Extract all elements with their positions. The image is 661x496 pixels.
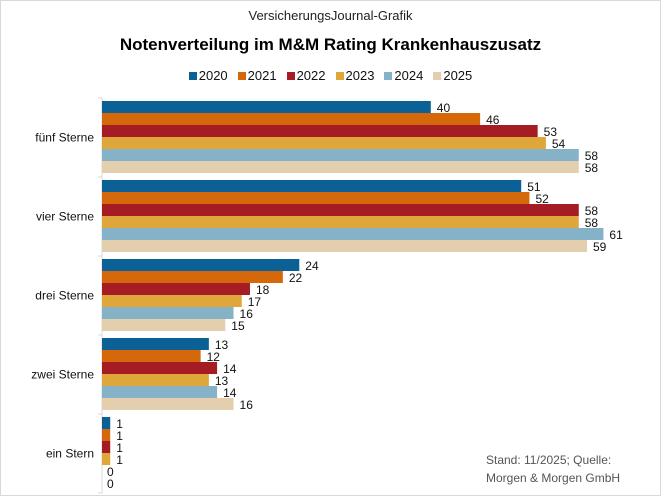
data-label: 1 bbox=[116, 417, 123, 431]
bar-2021 bbox=[102, 113, 481, 125]
bar-2023 bbox=[102, 137, 546, 149]
bar-2021 bbox=[102, 429, 111, 441]
bar-2022 bbox=[102, 283, 250, 295]
bar-2020 bbox=[102, 259, 300, 271]
bar-2020 bbox=[102, 417, 111, 429]
legend-item-2024: 2024 bbox=[384, 68, 423, 83]
bar-2024 bbox=[102, 307, 234, 319]
bar-2021 bbox=[102, 350, 201, 362]
legend-swatch bbox=[188, 71, 197, 80]
source-note-line2: Morgen & Morgen GmbH bbox=[486, 471, 621, 485]
bar-2023 bbox=[102, 216, 579, 228]
data-label: 51 bbox=[527, 180, 541, 194]
category-label: ein Stern bbox=[46, 447, 94, 461]
bar-2022 bbox=[102, 204, 579, 216]
bar-2023 bbox=[102, 374, 209, 386]
data-label: 14 bbox=[223, 386, 237, 400]
legend-item-2023: 2023 bbox=[335, 68, 375, 83]
bar-2020 bbox=[102, 180, 522, 192]
data-label: 61 bbox=[609, 228, 623, 242]
legend-label: 2025 bbox=[443, 68, 473, 83]
legend-swatch bbox=[433, 71, 442, 80]
data-label: 59 bbox=[593, 240, 607, 254]
data-label: 14 bbox=[223, 362, 237, 376]
data-label: 15 bbox=[231, 319, 245, 333]
data-label: 1 bbox=[116, 453, 123, 467]
bar-2025 bbox=[102, 398, 234, 410]
category-label: drei Sterne bbox=[35, 289, 94, 303]
source-note-line1: Stand: 11/2025; Quelle: bbox=[486, 453, 612, 467]
bar-2025 bbox=[102, 240, 587, 252]
bar-2025 bbox=[102, 319, 226, 331]
category-label: fünf Sterne bbox=[35, 131, 94, 145]
source-note: Stand: 11/2025; Quelle: Morgen & Morgen … bbox=[486, 451, 620, 487]
legend-swatch bbox=[335, 71, 344, 80]
legend-item-2025: 2025 bbox=[433, 68, 472, 83]
chart-supertitle: VersicherungsJournal-Grafik bbox=[248, 8, 413, 23]
data-label: 16 bbox=[240, 307, 254, 321]
legend-label: 2020 bbox=[198, 68, 228, 83]
data-label: 16 bbox=[240, 398, 254, 412]
data-label: 24 bbox=[305, 259, 319, 273]
bar-2022 bbox=[102, 125, 538, 137]
bar-2020 bbox=[102, 101, 431, 113]
bar-2020 bbox=[102, 338, 209, 350]
data-label: 0 bbox=[107, 465, 114, 479]
legend-item-2020: 2020 bbox=[188, 68, 228, 83]
bar-2024 bbox=[102, 228, 604, 240]
legend-item-2022: 2022 bbox=[286, 68, 326, 83]
legend-swatch bbox=[237, 71, 246, 80]
data-label: 13 bbox=[215, 374, 229, 388]
data-label: 1 bbox=[116, 429, 123, 443]
legend-swatch bbox=[384, 71, 393, 80]
category-label: zwei Sterne bbox=[31, 368, 94, 382]
legend-item-2021: 2021 bbox=[237, 68, 277, 83]
legend-label: 2021 bbox=[247, 68, 277, 83]
data-label: 58 bbox=[585, 204, 599, 218]
bar-2023 bbox=[102, 295, 242, 307]
chart-title: Notenverteilung im M&M Rating Krankenhau… bbox=[119, 35, 542, 54]
legend-label: 2023 bbox=[345, 68, 375, 83]
data-label: 54 bbox=[552, 137, 566, 151]
bar-2021 bbox=[102, 192, 530, 204]
data-label: 12 bbox=[207, 350, 221, 364]
data-label: 40 bbox=[437, 101, 451, 115]
data-label: 17 bbox=[248, 295, 262, 309]
data-label: 53 bbox=[544, 125, 558, 139]
legend: 2020 2021 2022 2023 2024 2025 bbox=[0, 68, 661, 83]
data-label: 13 bbox=[215, 338, 229, 352]
data-label: 1 bbox=[116, 441, 123, 455]
legend-label: 2022 bbox=[296, 68, 326, 83]
data-label: 18 bbox=[256, 283, 270, 297]
bar-2023 bbox=[102, 453, 111, 465]
data-label: 0 bbox=[107, 477, 114, 491]
bar-2025 bbox=[102, 161, 579, 173]
bar-2024 bbox=[102, 386, 218, 398]
data-label: 58 bbox=[585, 149, 599, 163]
category-label: vier Sterne bbox=[36, 210, 94, 224]
data-label: 46 bbox=[486, 113, 500, 127]
data-label: 58 bbox=[585, 216, 599, 230]
bar-2024 bbox=[102, 149, 579, 161]
legend-label: 2024 bbox=[394, 68, 424, 83]
bar-2021 bbox=[102, 271, 283, 283]
data-label: 22 bbox=[289, 271, 303, 285]
bar-2022 bbox=[102, 362, 218, 374]
data-label: 58 bbox=[585, 161, 599, 175]
legend-swatch bbox=[286, 71, 295, 80]
data-label: 52 bbox=[535, 192, 549, 206]
bar-2022 bbox=[102, 441, 111, 453]
